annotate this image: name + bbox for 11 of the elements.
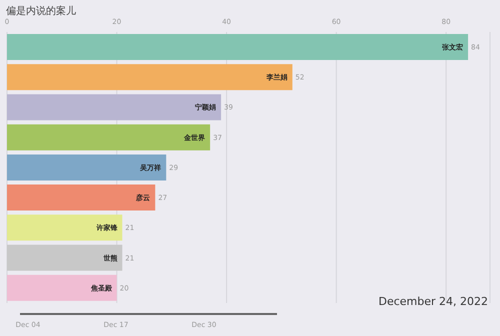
bar — [7, 244, 122, 271]
bar — [7, 34, 468, 60]
bar — [7, 154, 166, 180]
bar — [7, 184, 156, 211]
bar — [7, 64, 292, 90]
annotation: December 24, 2022 — [378, 295, 488, 308]
bar — [7, 124, 210, 150]
chart-title: 偏是内说的案儿 — [6, 4, 76, 18]
bar — [7, 94, 222, 120]
bar — [7, 274, 117, 301]
bar — [7, 214, 122, 241]
